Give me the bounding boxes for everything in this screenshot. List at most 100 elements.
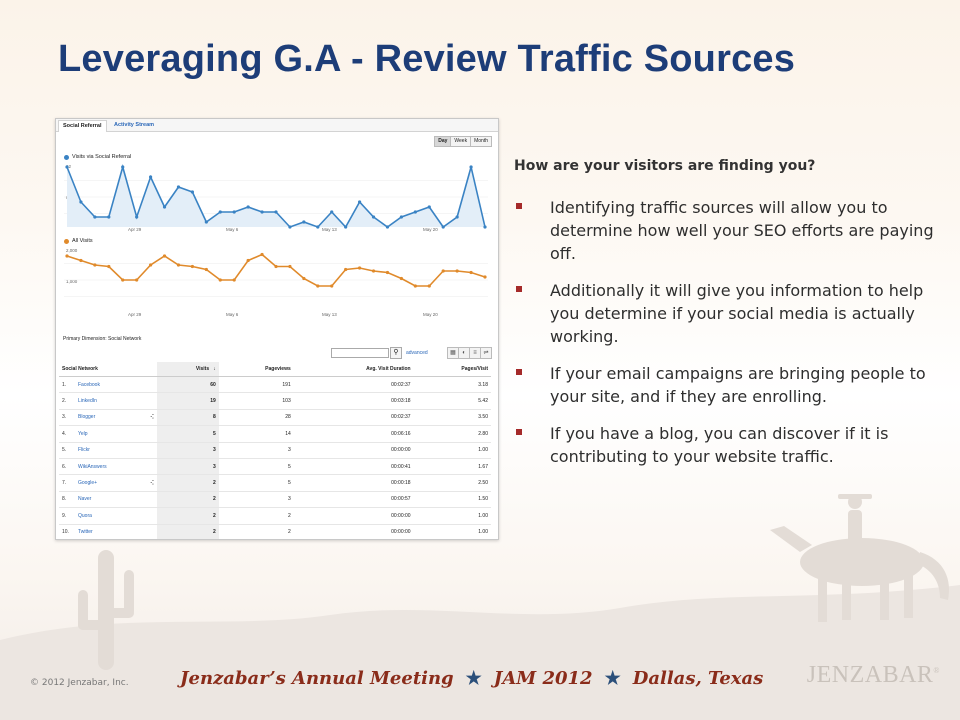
data-point[interactable] [93, 215, 97, 219]
table-row[interactable]: 8. Naver 2 3 00:00:57 1.50 [59, 491, 491, 509]
col-avg-visit-duration[interactable]: Avg. Visit Duration [293, 362, 414, 377]
data-point[interactable] [455, 269, 459, 273]
row-social-network[interactable]: Flickr [75, 442, 158, 459]
data-point[interactable] [302, 276, 306, 281]
row-social-network[interactable]: Google+ ⠪ [75, 474, 158, 492]
data-point[interactable] [344, 267, 348, 272]
table-row[interactable]: 7. Google+ ⠪ 2 5 00:00:18 2.50 [59, 474, 491, 492]
row-social-network[interactable]: Yelp [75, 425, 158, 443]
month-button[interactable]: Month [470, 136, 492, 147]
table-row[interactable]: 1. Facebook 60 191 00:02:37 3.18 [59, 376, 491, 394]
data-point[interactable] [441, 269, 445, 273]
search-icon[interactable]: ⚲ [390, 347, 402, 359]
table-row[interactable]: 10. Twitter 2 2 00:00:00 1.00 [59, 524, 491, 539]
primary-dimension-value[interactable]: Social Network [108, 336, 142, 342]
data-point[interactable] [316, 225, 320, 229]
week-button[interactable]: Week [450, 136, 472, 147]
data-point[interactable] [399, 215, 403, 219]
row-social-network[interactable]: Naver [75, 491, 158, 509]
data-point[interactable] [371, 269, 376, 273]
data-point[interactable] [483, 275, 487, 279]
data-point[interactable] [135, 215, 139, 219]
data-point[interactable] [204, 267, 208, 272]
data-point[interactable] [121, 165, 125, 169]
data-point[interactable] [246, 205, 250, 209]
table-search-input[interactable] [331, 348, 389, 358]
data-point[interactable] [316, 284, 320, 288]
col-pages-per-visit[interactable]: Pages/Visit [413, 362, 491, 377]
data-point[interactable] [149, 175, 153, 179]
data-point[interactable] [260, 210, 264, 214]
data-point[interactable] [399, 276, 403, 281]
data-point[interactable] [149, 263, 153, 267]
data-point[interactable] [288, 225, 292, 229]
data-point[interactable] [385, 270, 390, 275]
data-point[interactable] [162, 254, 167, 258]
data-point[interactable] [190, 264, 194, 269]
data-point[interactable] [121, 278, 125, 282]
data-point[interactable] [107, 215, 111, 219]
data-point[interactable] [79, 200, 83, 204]
table-row[interactable]: 5. Flickr 3 3 00:00:00 1.00 [59, 442, 491, 459]
row-social-network[interactable]: Twitter [75, 524, 158, 539]
data-point[interactable] [274, 210, 278, 214]
tab-activity-stream[interactable]: Activity Stream [114, 122, 155, 128]
data-point[interactable] [260, 252, 264, 257]
data-point[interactable] [469, 165, 473, 169]
data-point[interactable] [218, 210, 222, 214]
row-social-network[interactable]: WikiAnswers [75, 458, 158, 476]
day-button[interactable]: Day [434, 136, 452, 147]
col-pageviews[interactable]: Pageviews [218, 362, 294, 377]
data-point[interactable] [371, 215, 376, 219]
hub-activity-icon[interactable]: ⠪ [149, 414, 155, 421]
data-point[interactable] [413, 284, 417, 288]
data-point[interactable] [469, 270, 473, 275]
data-point[interactable] [413, 210, 417, 214]
data-point[interactable] [246, 258, 250, 263]
row-social-network[interactable]: Facebook [75, 376, 158, 394]
data-point[interactable] [358, 266, 362, 270]
pivot-view-icon[interactable]: ⇌ [480, 347, 492, 359]
data-point[interactable] [274, 264, 278, 269]
data-point[interactable] [204, 220, 208, 224]
data-point[interactable] [427, 205, 431, 209]
row-social-network[interactable]: Blogger ⠪ [75, 409, 158, 427]
tab-social-referral[interactable]: Social Referral [58, 120, 107, 132]
data-point[interactable] [176, 263, 181, 267]
data-point[interactable] [427, 284, 431, 288]
table-row[interactable]: 6. WikiAnswers 3 5 00:00:41 1.67 [59, 458, 491, 476]
table-row[interactable]: 9. Quora 2 2 00:00:00 1.00 [59, 507, 491, 525]
data-point[interactable] [358, 200, 362, 204]
col-social-network[interactable]: Social Network [59, 362, 158, 377]
data-point[interactable] [483, 225, 487, 229]
data-point[interactable] [441, 225, 445, 229]
row-social-network[interactable]: LinkedIn [75, 392, 158, 410]
data-point[interactable] [65, 165, 69, 169]
hub-activity-icon[interactable]: ⠪ [149, 480, 155, 487]
data-point[interactable] [330, 210, 334, 214]
data-point[interactable] [232, 278, 236, 282]
table-row[interactable]: 4. Yelp 5 14 00:06:16 2.80 [59, 425, 491, 443]
table-row[interactable]: 3. Blogger ⠪ 8 28 00:02:37 3.50 [59, 409, 491, 427]
row-social-network[interactable]: Quora [75, 507, 158, 525]
data-point[interactable] [176, 185, 181, 189]
data-point[interactable] [190, 190, 194, 194]
data-point[interactable] [330, 284, 334, 288]
data-point[interactable] [79, 258, 83, 263]
pie-view-icon[interactable]: ◐ [458, 347, 470, 359]
data-point[interactable] [93, 263, 97, 267]
data-point[interactable] [107, 264, 111, 269]
data-point[interactable] [218, 278, 222, 282]
data-point[interactable] [455, 215, 459, 219]
data-point[interactable] [232, 210, 236, 214]
table-row[interactable]: 2. LinkedIn 19 103 00:03:18 5.42 [59, 392, 491, 410]
data-point[interactable] [385, 225, 390, 229]
col-visits[interactable]: Visits ↓ [157, 362, 219, 377]
data-point[interactable] [135, 278, 139, 282]
data-point[interactable] [344, 225, 348, 229]
advanced-filter-link[interactable]: advanced [406, 350, 428, 356]
data-point[interactable] [65, 254, 69, 258]
data-point[interactable] [162, 205, 167, 209]
data-point[interactable] [288, 264, 292, 269]
data-point[interactable] [302, 220, 306, 224]
